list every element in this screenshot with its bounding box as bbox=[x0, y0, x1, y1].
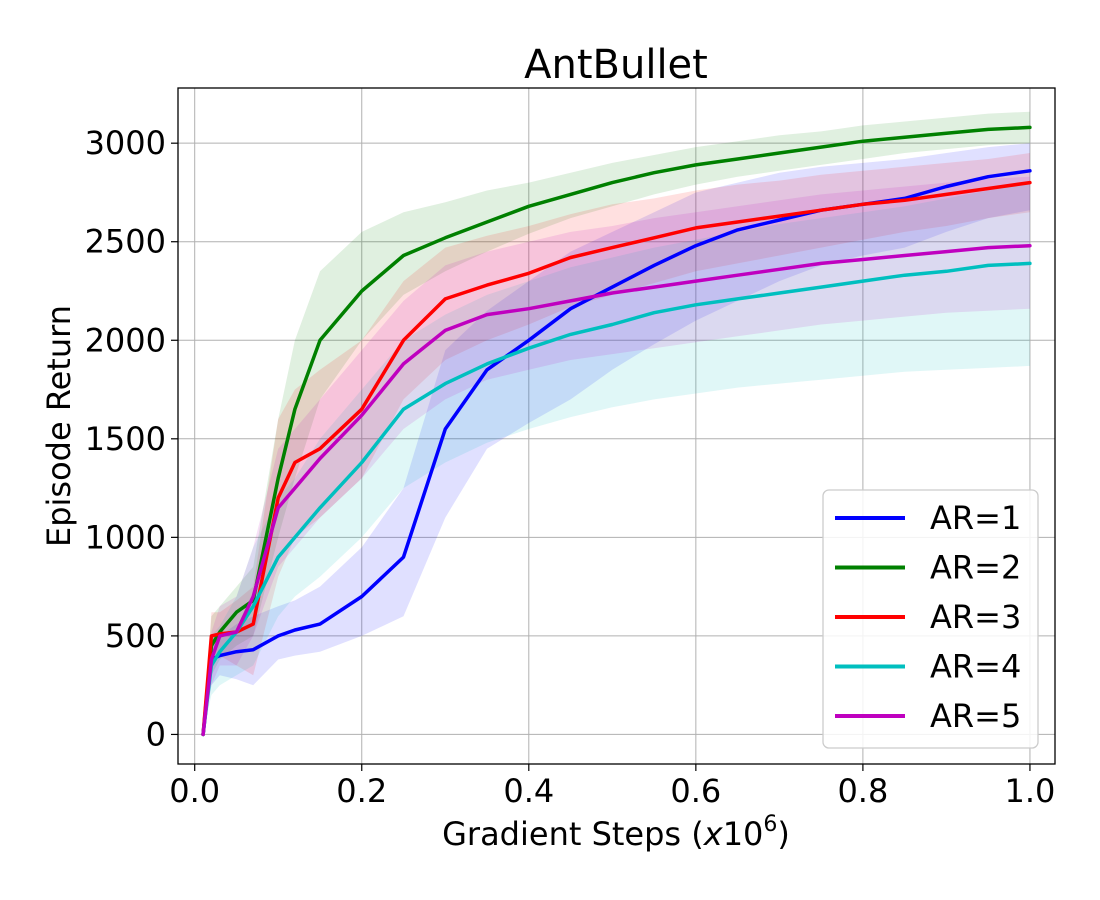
grid-lines bbox=[178, 88, 1055, 764]
x-tick-label: 0.6 bbox=[670, 772, 721, 810]
y-tick-label: 1000 bbox=[85, 518, 166, 556]
x-axis-label-variable: x bbox=[703, 815, 724, 853]
band-ar-5 bbox=[203, 176, 1030, 735]
legend: AR=1 AR=2 AR=3 AR=4 AR=5 bbox=[822, 489, 1039, 749]
x-tick-label: 0.8 bbox=[837, 772, 888, 810]
legend-label-ar-4: AR=4 bbox=[930, 648, 1021, 686]
plot-frame bbox=[177, 87, 1056, 765]
line-ar-5 bbox=[201, 243, 1032, 737]
x-axis-label-base: 10 bbox=[723, 815, 764, 853]
y-axis-ticks: 0 500 1000 1500 2000 2500 3000 bbox=[85, 124, 178, 753]
x-tick-label: 0.2 bbox=[336, 772, 387, 810]
x-axis-ticks: 0.0 0.2 0.4 0.6 0.8 1.0 bbox=[169, 764, 1055, 810]
x-axis-label-close: ) bbox=[777, 815, 789, 853]
y-tick-label: 3000 bbox=[85, 124, 166, 162]
x-tick-label: 1.0 bbox=[1004, 772, 1055, 810]
x-tick-label: 0.4 bbox=[503, 772, 554, 810]
chart-title: AntBullet bbox=[524, 42, 708, 88]
y-axis-label: Episode Return bbox=[40, 305, 78, 547]
confidence-bands bbox=[203, 111, 1030, 735]
band-ar-2 bbox=[203, 111, 1030, 735]
y-tick-label: 0 bbox=[146, 715, 166, 753]
y-tick-label: 2000 bbox=[85, 321, 166, 359]
series-lines bbox=[201, 125, 1032, 737]
y-tick-label: 1500 bbox=[85, 420, 166, 458]
x-tick-label: 0.0 bbox=[169, 772, 220, 810]
y-tick-label: 2500 bbox=[85, 223, 166, 261]
legend-label-ar-1: AR=1 bbox=[930, 499, 1021, 537]
x-axis-label-main: Gradient Steps ( bbox=[442, 815, 704, 853]
x-axis-label-exponent: 6 bbox=[763, 812, 777, 837]
band-ar-3 bbox=[203, 153, 1030, 735]
band-ar-4 bbox=[203, 182, 1030, 735]
legend-label-ar-5: AR=5 bbox=[930, 697, 1021, 735]
legend-label-ar-3: AR=3 bbox=[930, 598, 1021, 636]
x-axis-label: Gradient Steps (x106) bbox=[442, 812, 790, 853]
line-ar-4 bbox=[201, 261, 1032, 737]
legend-label-ar-2: AR=2 bbox=[930, 549, 1021, 587]
band-ar-1 bbox=[203, 143, 1030, 735]
line-ar-3 bbox=[201, 180, 1032, 737]
legend-box bbox=[822, 489, 1039, 749]
y-tick-label: 500 bbox=[105, 617, 166, 655]
